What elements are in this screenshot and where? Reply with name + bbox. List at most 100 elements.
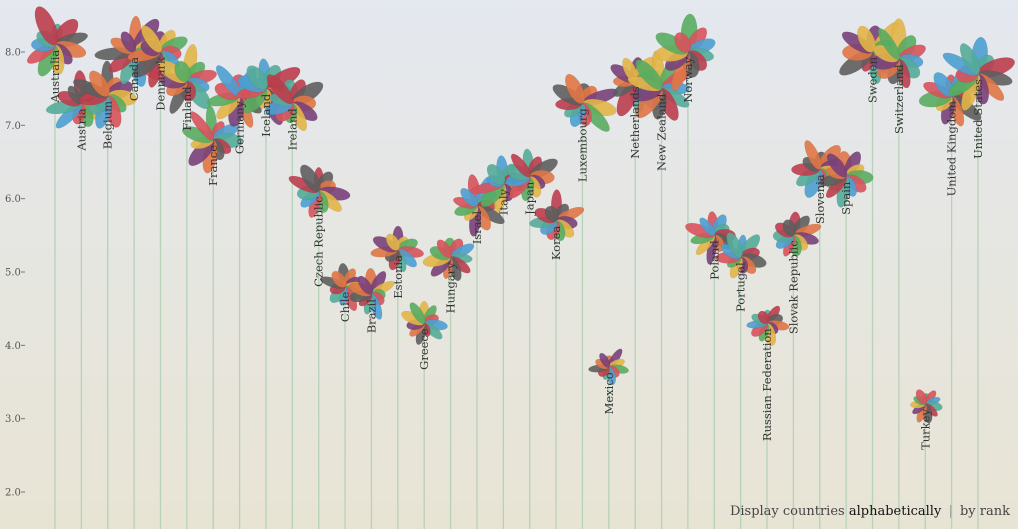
flower-spain[interactable]: [818, 149, 874, 208]
country-label-poland: Poland: [707, 240, 721, 280]
flower-estonia[interactable]: [370, 225, 425, 273]
flower-mexico[interactable]: [588, 347, 629, 386]
sort-controls: Display countries alphabetically | by ra…: [730, 504, 1010, 519]
country-label-slovak-republic: Slovak Republic: [786, 240, 800, 334]
y-tick-label: 5.0: [5, 268, 21, 279]
country-label-korea: Korea: [549, 226, 563, 261]
flower-luxembourg[interactable]: [550, 71, 620, 135]
country-label-greece: Greece: [417, 328, 431, 370]
country-labels-layer: Australia Austria Belgium Canada Denmark Finl…: [48, 50, 985, 450]
country-label-norway: Norway: [681, 56, 695, 102]
flower-russian-federation[interactable]: [746, 304, 790, 347]
y-tick-label: 7.0: [5, 121, 21, 132]
petal: [674, 32, 691, 53]
flower-germany[interactable]: [206, 62, 273, 129]
flower-new-zealand[interactable]: [626, 50, 694, 123]
flower-japan[interactable]: [504, 148, 560, 202]
petal: [599, 352, 611, 368]
sort-prefix: Display countries: [729, 504, 845, 519]
country-label-france: France: [206, 145, 220, 186]
petal: [544, 205, 559, 222]
petal: [915, 389, 928, 405]
petal: [460, 187, 479, 207]
flower-ireland[interactable]: [263, 71, 327, 133]
petal: [246, 65, 269, 90]
petal: [565, 73, 585, 104]
flower-hungary[interactable]: [422, 236, 476, 282]
petal: [300, 164, 321, 193]
country-label-ireland: Ireland: [285, 108, 299, 151]
country-label-brazil: Brazil: [365, 299, 379, 334]
petal: [89, 70, 110, 97]
petal: [857, 25, 876, 53]
petal: [877, 28, 901, 60]
country-label-hungary: Hungary: [444, 262, 458, 314]
flower-turkey[interactable]: [910, 388, 943, 424]
petal: [804, 140, 822, 170]
country-label-israel: Israel: [470, 211, 484, 245]
petal: [174, 60, 191, 82]
petal: [385, 233, 400, 251]
country-label-switzerland: Switzerland: [892, 64, 906, 134]
flower-united-states[interactable]: [940, 36, 1017, 112]
country-label-slovenia: Slovenia: [813, 174, 827, 224]
petal: [486, 164, 506, 186]
country-label-new-zealand: New Zealand: [654, 93, 668, 171]
flower-slovak-republic[interactable]: [772, 211, 823, 258]
country-label-luxembourg: Luxembourg: [575, 108, 589, 182]
petal: [331, 270, 347, 288]
flower-belgium[interactable]: [71, 60, 138, 131]
petal: [757, 310, 770, 325]
flower-greece[interactable]: [399, 300, 448, 346]
country-label-spain: Spain: [839, 181, 853, 215]
country-label-germany: Germany: [233, 100, 247, 154]
country-label-estonia: Estonia: [391, 255, 405, 299]
sort-by-rank-link[interactable]: by rank: [959, 504, 1010, 519]
country-label-united-kingdom: United Kingdom: [945, 101, 959, 197]
flower-korea[interactable]: [529, 189, 586, 242]
flower-switzerland[interactable]: [871, 18, 929, 89]
country-label-belgium: Belgium: [101, 101, 115, 149]
country-label-sweden: Sweden: [866, 56, 880, 103]
y-tick-label: 3.0: [5, 414, 21, 425]
country-label-iceland: Iceland: [259, 93, 273, 137]
petal: [959, 43, 981, 75]
y-tick-label: 6.0: [5, 194, 21, 205]
sort-alphabetically-link[interactable]: alphabetically: [848, 504, 942, 519]
petal: [436, 239, 453, 259]
country-label-russian-federation: Russian Federation: [760, 328, 774, 441]
country-label-netherlands: Netherlands: [628, 86, 642, 159]
country-label-united-states: United States: [971, 79, 985, 159]
flower-czech-republic[interactable]: [287, 162, 352, 219]
country-label-italy: Italy: [496, 188, 510, 215]
petal: [189, 111, 215, 141]
y-tick-label: 2.0: [5, 488, 21, 499]
y-tick-label: 8.0: [5, 48, 21, 59]
flower-portugal[interactable]: [715, 230, 767, 280]
sort-separator: |: [948, 504, 953, 519]
petal: [826, 153, 848, 178]
flowers-layer[interactable]: [24, 3, 1017, 424]
petal: [510, 153, 531, 178]
flower-brazil[interactable]: [347, 268, 396, 321]
y-axis: 2.0 3.0 4.0 5.0 6.0 7.0 8.0: [5, 48, 25, 499]
country-label-portugal: Portugal: [734, 262, 748, 312]
country-label-finland: Finland: [180, 86, 194, 131]
petal: [782, 219, 797, 236]
flower-finland[interactable]: [155, 43, 219, 116]
country-label-czech-republic: Czech Republic: [312, 196, 326, 287]
petal: [34, 6, 59, 46]
flower-australia[interactable]: [24, 3, 89, 79]
y-tick-label: 4.0: [5, 341, 21, 352]
country-label-mexico: Mexico: [602, 372, 616, 414]
flower-norway[interactable]: [652, 13, 717, 92]
country-label-denmark: Denmark: [154, 56, 168, 111]
stems-layer: [54, 44, 979, 529]
country-label-canada: Canada: [127, 57, 141, 101]
country-label-japan: Japan: [523, 181, 537, 216]
flower-france[interactable]: [180, 105, 243, 174]
petal: [409, 302, 426, 324]
country-label-australia: Australia: [48, 50, 62, 104]
petal: [266, 74, 294, 105]
